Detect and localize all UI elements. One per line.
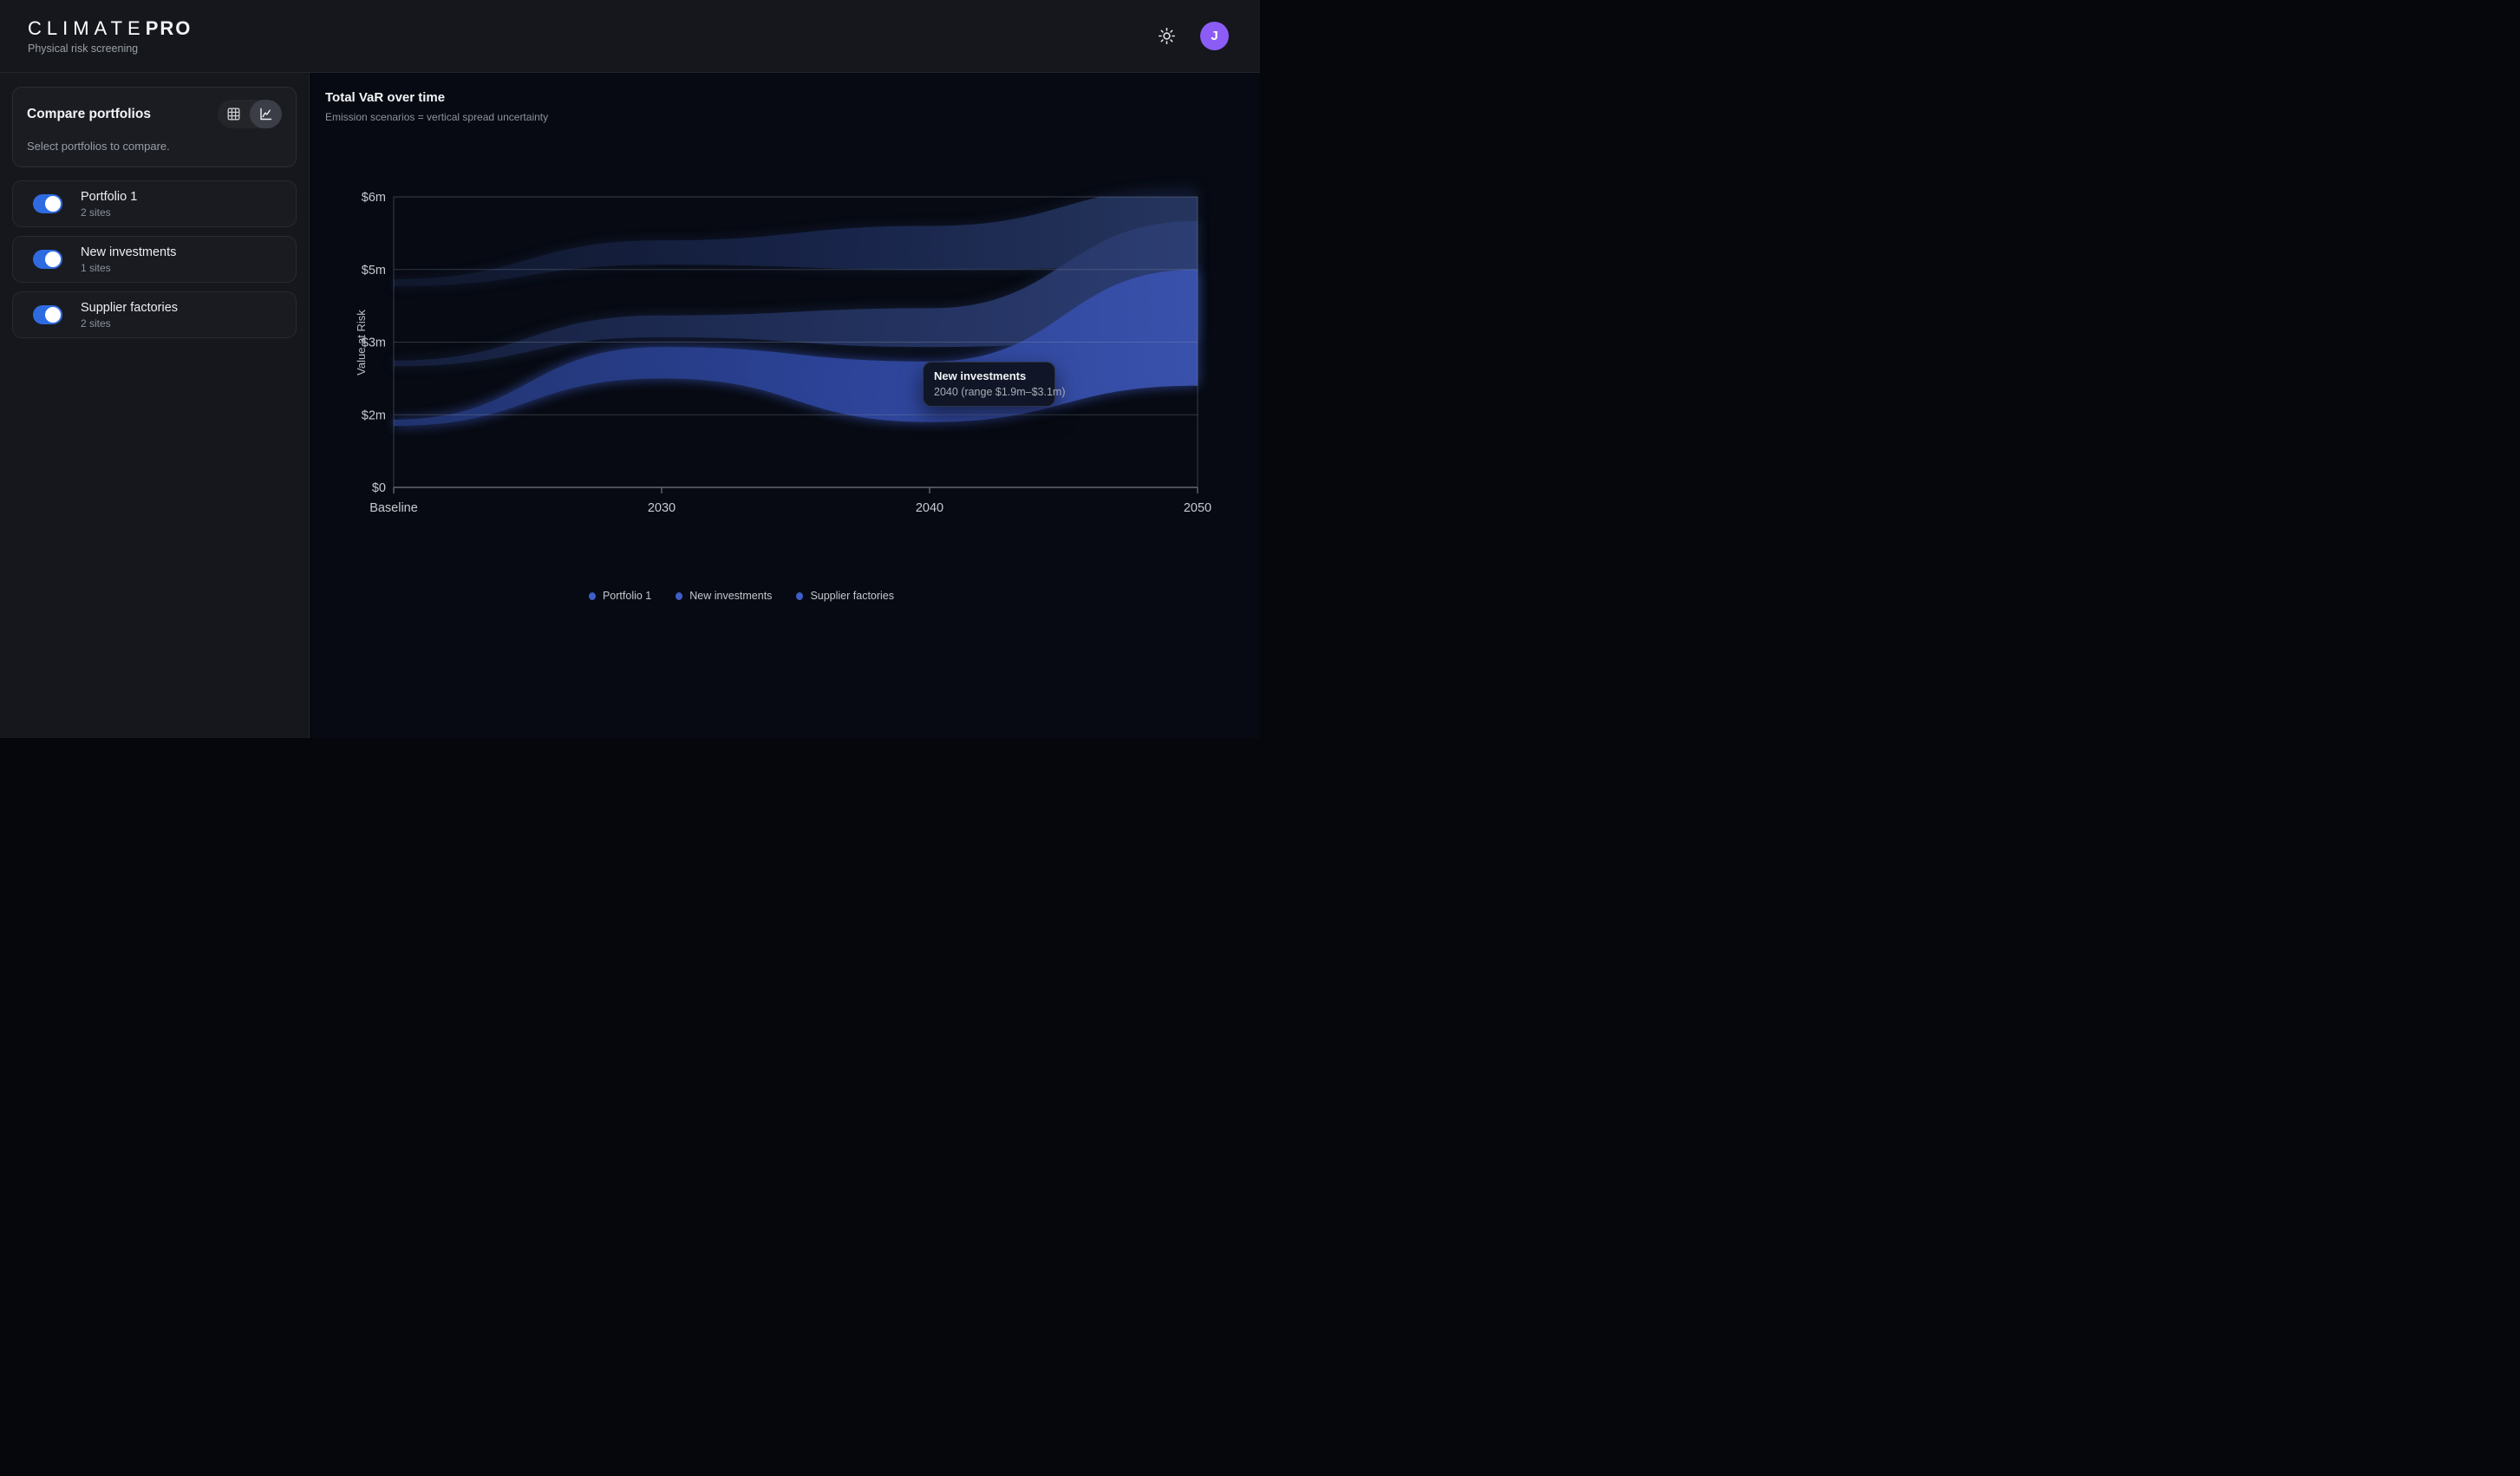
- tooltip-series-name: New investments: [934, 369, 1027, 382]
- svg-text:$0: $0: [372, 481, 386, 495]
- portfolio-name: Supplier factories: [81, 300, 179, 315]
- svg-text:$3m: $3m: [362, 336, 386, 350]
- svg-text:$2m: $2m: [362, 408, 386, 422]
- portfolio-sites-count: 2 sites: [81, 317, 111, 330]
- portfolio-card-new-investments[interactable]: New investments 1 sites: [12, 236, 297, 283]
- portfolio-sites-count: 1 sites: [81, 261, 111, 274]
- chart-subtitle: Emission scenarios = vertical spread unc…: [325, 111, 549, 123]
- legend-dot: [588, 591, 596, 600]
- view-mode-segmented-control: [218, 100, 282, 128]
- table-view-button[interactable]: [218, 100, 250, 128]
- legend-item-supplier-factories[interactable]: Supplier factories: [796, 590, 894, 602]
- chart-panel: Total VaR over time Emission scenarios =…: [310, 73, 1260, 738]
- svg-text:$6m: $6m: [362, 191, 386, 205]
- tooltip-range-detail: 2040 (range $1.9m–$3.1m): [934, 386, 1066, 398]
- brand-logo: CLIMATE PRO: [28, 17, 192, 40]
- uncertainty-bands: [394, 197, 1198, 427]
- app-root: CLIMATE PRO Physical risk screening J: [0, 0, 1260, 738]
- sun-icon: [1158, 27, 1175, 45]
- line-chart-icon: [260, 108, 272, 121]
- portfolio-name: New investments: [81, 245, 177, 259]
- portfolio-1-toggle[interactable]: [33, 194, 62, 213]
- portfolio-name: Portfolio 1: [81, 189, 138, 204]
- toggle-knob: [45, 307, 61, 323]
- theme-toggle-button[interactable]: [1152, 22, 1181, 51]
- svg-text:2030: 2030: [648, 501, 676, 515]
- brand: CLIMATE PRO Physical risk screening: [28, 17, 192, 55]
- legend-dot: [796, 591, 804, 600]
- band-supplier-factories: [394, 220, 1198, 367]
- sidebar: Compare portfolios: [0, 73, 310, 738]
- chart-legend: Portfolio 1 New investments Supplier fac…: [310, 590, 1173, 602]
- chart-title: Total VaR over time: [325, 90, 446, 105]
- table-grid-icon: [227, 108, 240, 121]
- chart-tooltip: New investments 2040 (range $1.9m–$3.1m): [923, 362, 1066, 407]
- app-header: CLIMATE PRO Physical risk screening J: [0, 0, 1260, 73]
- legend-dot: [676, 591, 683, 600]
- header-actions: J: [1152, 22, 1229, 51]
- y-axis-title: Value at Risk: [355, 310, 368, 376]
- svg-text:2050: 2050: [1184, 501, 1211, 515]
- chart-view-button[interactable]: [250, 100, 282, 128]
- panel-title: Compare portfolios: [27, 106, 151, 121]
- legend-item-portfolio-1[interactable]: Portfolio 1: [588, 590, 651, 602]
- panel-description: Select portfolios to compare.: [27, 140, 170, 153]
- portfolio-sites-count: 2 sites: [81, 206, 111, 219]
- toggle-knob: [45, 196, 61, 212]
- legend-item-new-investments[interactable]: New investments: [676, 590, 772, 602]
- compare-portfolios-panel: Compare portfolios: [12, 87, 297, 167]
- toggle-knob: [45, 251, 61, 267]
- portfolio-card-supplier-factories[interactable]: Supplier factories 2 sites: [12, 291, 297, 338]
- brand-logo-bold: PRO: [145, 17, 193, 39]
- user-avatar[interactable]: J: [1200, 22, 1229, 50]
- new-investments-toggle[interactable]: [33, 250, 62, 269]
- supplier-factories-toggle[interactable]: [33, 305, 62, 324]
- svg-text:$5m: $5m: [362, 264, 386, 278]
- band-portfolio-1: [394, 197, 1198, 287]
- svg-text:Baseline: Baseline: [369, 501, 418, 515]
- var-over-time-chart[interactable]: $6m $5m $3m $2m $0 Baseline 2030 2040 2050 Value …: [310, 73, 1260, 541]
- brand-logo-light: CLIMATE: [28, 17, 146, 39]
- portfolio-card-portfolio-1[interactable]: Portfolio 1 2 sites: [12, 180, 297, 227]
- svg-text:2040: 2040: [916, 501, 943, 515]
- app-subtitle: Physical risk screening: [28, 42, 139, 55]
